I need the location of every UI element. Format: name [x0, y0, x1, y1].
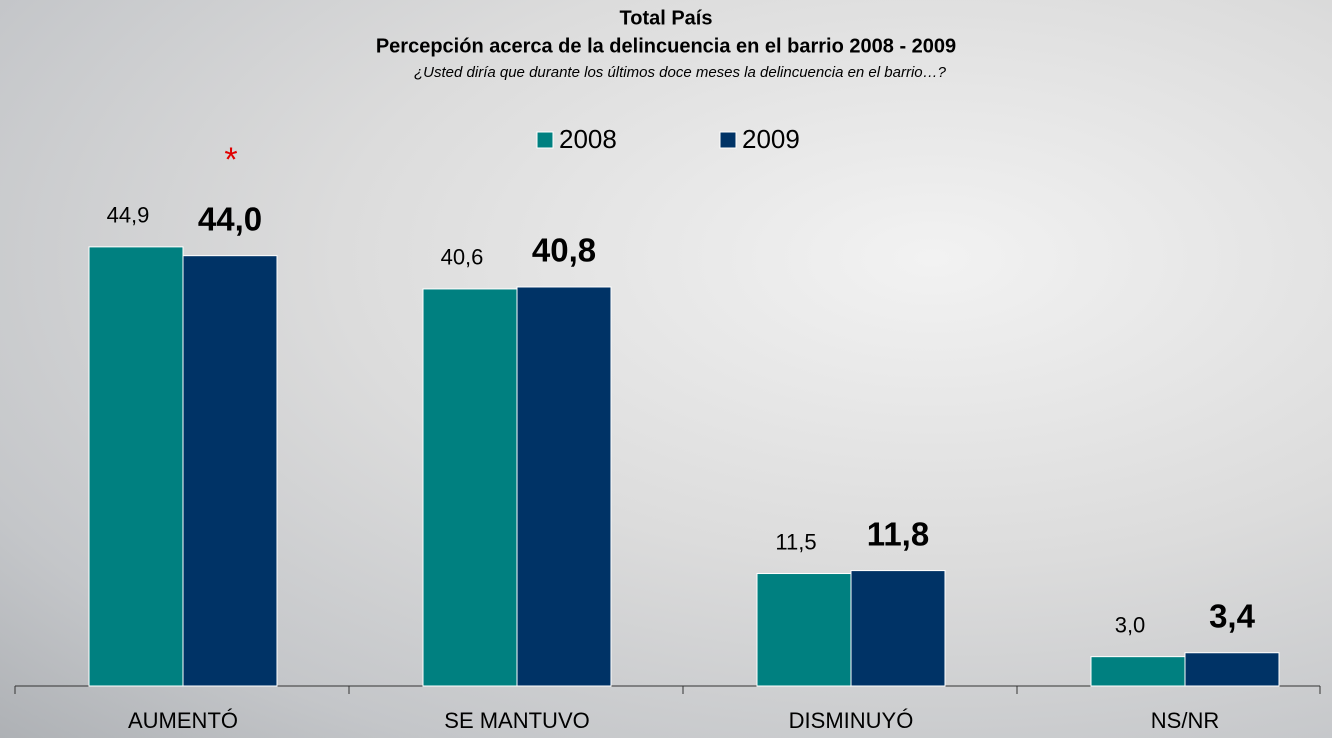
data-label: 11,8: [867, 515, 929, 552]
chart: Total País Percepción acerca de la delin…: [0, 0, 1332, 738]
annotation: *: [224, 141, 237, 179]
x-tick-label: DISMINUYÓ: [789, 708, 914, 733]
bar: [851, 571, 945, 686]
data-label: 44,0: [198, 200, 262, 237]
bar: [1185, 653, 1279, 686]
bar: [757, 574, 851, 686]
bar: [517, 287, 611, 686]
x-tick-label: NS/NR: [1151, 708, 1219, 733]
x-tick-label: SE MANTUVO: [444, 708, 589, 733]
data-label: 11,5: [775, 529, 816, 554]
chart-subtitle: Percepción acerca de la delincuencia en …: [376, 35, 956, 57]
legend-label: 2008: [559, 124, 617, 154]
question: ¿Usted diría que durante los últimos doc…: [414, 64, 947, 81]
data-label: 44,9: [107, 203, 150, 228]
x-tick-label: AUMENTÓ: [128, 708, 238, 733]
data-label: 40,6: [441, 245, 484, 270]
data-label: 40,8: [532, 232, 596, 269]
legend-swatch: [537, 132, 553, 148]
data-label: 3,4: [1209, 597, 1256, 634]
legend-label: 2009: [742, 124, 800, 154]
bar: [1091, 657, 1185, 686]
legend-swatch: [720, 132, 736, 148]
chart-title: Total País: [620, 7, 713, 29]
bar: [423, 289, 517, 686]
data-label: 3,0: [1115, 612, 1146, 637]
bar: [183, 256, 277, 686]
bar: [89, 247, 183, 686]
page: Total País Percepción acerca de la delin…: [0, 0, 1332, 738]
